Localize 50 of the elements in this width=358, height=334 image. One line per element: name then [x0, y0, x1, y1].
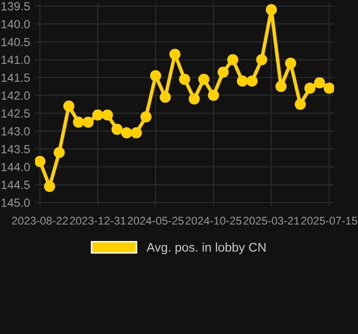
- y-tick-label: 142.5: [2, 109, 30, 118]
- y-tick-label: 143.0: [2, 127, 30, 136]
- point: [236, 76, 248, 87]
- x-tick-label: 2025-03-21: [243, 216, 300, 225]
- point: [285, 58, 296, 69]
- point: [324, 82, 334, 94]
- x-tick-label: 2025-07-15: [301, 216, 358, 225]
- y-tick-label: 144.0: [2, 162, 30, 172]
- point: [111, 124, 123, 135]
- y-tick-label: 142.0: [2, 91, 30, 100]
- y-tick-label: 140.5: [2, 38, 30, 46]
- point: [188, 93, 200, 104]
- point: [82, 116, 94, 128]
- point: [44, 180, 56, 192]
- point: [218, 66, 229, 78]
- point: [140, 111, 152, 122]
- point: [178, 74, 190, 85]
- y-tick-label: 143.5: [2, 144, 30, 154]
- legend-label: Avg. pos. in lobby CN: [146, 242, 266, 254]
- point: [35, 156, 46, 167]
- x-tick-label: 2023-08-22: [12, 216, 68, 225]
- y-tick-label: 144.5: [2, 180, 30, 190]
- point: [266, 4, 277, 16]
- point: [294, 98, 306, 110]
- y-tick-label: 141.0: [2, 56, 30, 64]
- point: [150, 70, 162, 82]
- y-tick-label: 139.5: [2, 2, 30, 10]
- point: [304, 82, 316, 94]
- point: [246, 76, 258, 87]
- x-tick-label: 2024-10-25: [186, 216, 242, 225]
- y-tick-label: 140.0: [2, 20, 30, 28]
- point: [63, 100, 74, 112]
- point: [130, 127, 142, 138]
- point: [54, 146, 65, 158]
- point: [160, 92, 171, 103]
- x-tick-label: 2024-05-25: [128, 216, 184, 225]
- point: [198, 74, 210, 85]
- y-tick-label: 141.5: [2, 74, 30, 82]
- point: [208, 90, 220, 101]
- point: [121, 127, 132, 138]
- x-tick-label: 2023-12-31: [70, 216, 126, 225]
- point: [275, 80, 287, 92]
- point: [92, 109, 104, 121]
- point: [256, 54, 268, 66]
- point: [72, 116, 84, 128]
- point: [169, 48, 180, 60]
- point: [314, 77, 326, 88]
- y-tick-label: 145.0: [2, 198, 30, 207]
- point: [102, 109, 113, 121]
- point: [227, 54, 238, 66]
